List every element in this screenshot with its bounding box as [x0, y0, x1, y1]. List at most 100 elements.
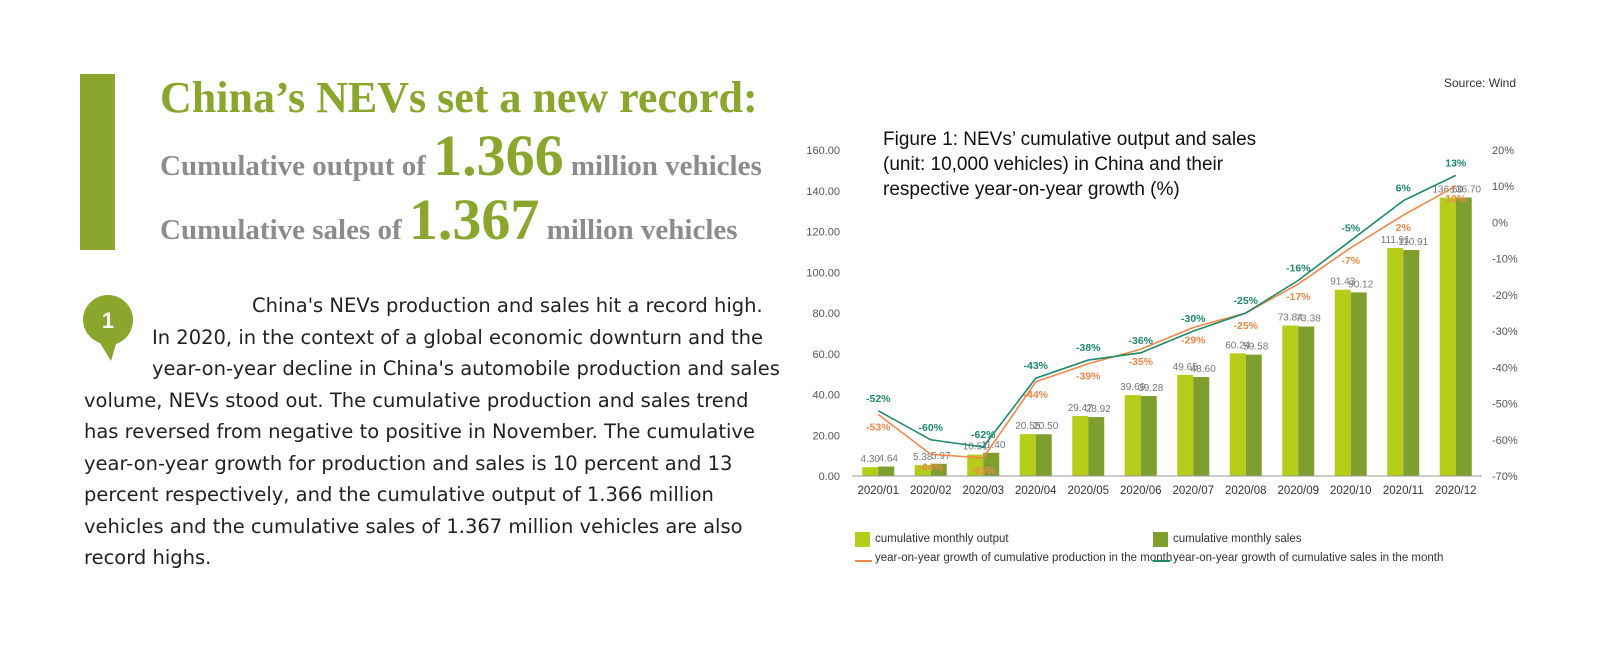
y2-axis-tick-label: -10% [1492, 254, 1518, 266]
sales-growth-label: -52% [866, 393, 891, 405]
y-axis-tick-label: 80.00 [812, 308, 840, 320]
output-bar-label: 20.55 [1015, 421, 1040, 432]
y2-axis-tick-label: -60% [1492, 435, 1518, 447]
output-bar-label: 91.43 [1330, 277, 1355, 288]
sales-bar-label: 11.40 [981, 440, 1006, 451]
production-growth-label: -64% [918, 461, 943, 473]
title-accent-bar [80, 74, 115, 250]
output-bar [1229, 353, 1246, 476]
production-growth-label: -39% [1076, 371, 1101, 383]
sales-growth-label: -5% [1341, 223, 1360, 235]
output-bar-label: 4.30 [861, 454, 881, 465]
legend-swatch-output [855, 532, 870, 547]
sales-growth-label: -60% [918, 422, 943, 434]
y-axis-tick-label: 0.00 [819, 471, 840, 483]
x-axis-tick-label: 2020/07 [1172, 485, 1214, 497]
sales-growth-line [877, 174, 1457, 448]
x-axis-tick-label: 2020/03 [962, 485, 1004, 497]
x-axis-tick-label: 2020/02 [910, 485, 952, 497]
y2-axis-tick-label: -20% [1492, 290, 1518, 302]
output-bar-label: 39.69 [1120, 382, 1145, 393]
output-bar [1124, 395, 1141, 476]
sales-bar-label: 4.64 [879, 454, 899, 465]
sales-growth-label: -38% [1076, 342, 1101, 354]
x-axis-tick-label: 2020/06 [1120, 485, 1162, 497]
body-paragraph: China's NEVs production and sales hit a … [84, 290, 784, 574]
section-number-badge: 1 [83, 295, 133, 361]
output-bar-label: 49.65 [1173, 362, 1198, 373]
sales-bar-label: 20.50 [1033, 421, 1058, 432]
sales-bar-label: 90.12 [1348, 279, 1373, 290]
body-text: China's NEVs production and sales hit a … [84, 294, 780, 569]
sales-bar [1350, 292, 1367, 476]
sales-growth-label: 13% [1445, 157, 1467, 169]
sales-prefix: Cumulative sales of [160, 214, 402, 246]
sales-bar [1298, 326, 1315, 476]
legend-label-sales: cumulative monthly sales [1173, 533, 1302, 545]
section-number: 1 [102, 308, 114, 333]
legend-label-output: cumulative monthly output [875, 533, 1009, 545]
output-bar [1177, 374, 1194, 476]
production-growth-label: 2% [1396, 222, 1412, 234]
output-bar [1019, 434, 1036, 476]
sales-bar [878, 466, 895, 476]
x-axis-tick-label: 2020/04 [1015, 485, 1057, 497]
y2-axis-tick-label: -70% [1492, 471, 1518, 483]
output-bar-label: 60.24 [1225, 340, 1250, 351]
output-value: 1.366 [433, 123, 564, 188]
legend-line-sales-growth [1153, 560, 1170, 562]
sales-suffix: million vehicles [546, 214, 738, 246]
sales-growth-label: -36% [1128, 335, 1153, 347]
sales-bar-label: 28.92 [1086, 404, 1111, 415]
sales-bar-label: 110.91 [1398, 237, 1428, 248]
y-axis-tick-label: 60.00 [812, 349, 840, 361]
output-bar [1439, 197, 1456, 476]
sales-bar-label: 136.70 [1450, 184, 1481, 195]
nev-output-sales-chart: 0.00 20.00 40.00 60.00 80.00 100.00 120.00 140.… [806, 145, 1518, 497]
production-growth-label: -17% [1286, 291, 1311, 303]
production-growth-label: -44% [1023, 389, 1048, 401]
sales-growth-label: -30% [1181, 313, 1206, 325]
y-axis-tick-label: 20.00 [812, 430, 840, 442]
output-bar [1072, 415, 1089, 476]
y2-axis-tick-label: 20% [1492, 145, 1514, 157]
output-bar [967, 454, 984, 476]
output-bar-label: 5.38 [913, 452, 933, 463]
production-growth-line [877, 185, 1457, 459]
sales-bar-label: 39.28 [1138, 383, 1163, 394]
sales-bar [983, 452, 1000, 476]
chart-title: Figure 1: NEVs’ cumulative output and sa… [883, 129, 1257, 200]
legend-label-production-growth: year-on-year growth of cumulative produc… [875, 552, 1173, 564]
y2-axis-tick-label: 0% [1492, 217, 1508, 229]
y-axis-tick-label: 120.00 [806, 227, 840, 239]
x-axis-tick-label: 2020/01 [857, 485, 899, 497]
y-axis-tick-label: 40.00 [812, 390, 840, 402]
output-bar-label: 10.51 [963, 442, 988, 453]
production-growth-label: 10% [1445, 193, 1467, 205]
y2-axis-tick-label: -30% [1492, 326, 1518, 338]
production-growth-label: -7% [1341, 255, 1360, 267]
x-axis-tick-label: 2020/05 [1067, 485, 1109, 497]
production-growth-label: -65% [971, 465, 996, 477]
x-axis-tick-label: 2020/11 [1383, 485, 1424, 497]
sales-bar [1193, 376, 1210, 476]
sales-subheadline: Cumulative sales of 1.367 million vehicl… [160, 186, 738, 253]
sales-growth-label: -43% [1023, 360, 1048, 372]
headline: China’s NEVs set a new record: [160, 73, 758, 122]
sales-growth-label: -16% [1286, 262, 1311, 274]
output-subheadline: Cumulative output of 1.366 million vehic… [160, 122, 762, 189]
legend-line-production-growth [855, 560, 872, 562]
legend-label-sales-growth: year-on-year growth of cumulative sales … [1173, 552, 1444, 564]
sales-bar [1245, 354, 1262, 476]
x-axis-tick-label: 2020/08 [1225, 485, 1267, 497]
x-axis-tick-label: 2020/12 [1435, 485, 1477, 497]
output-bar [1334, 289, 1351, 476]
sales-bar [930, 463, 947, 476]
output-prefix: Cumulative output of [160, 150, 426, 182]
sales-growth-label: 6% [1396, 183, 1412, 195]
legend-swatch-sales [1153, 532, 1168, 547]
y-axis-tick-label: 100.00 [806, 267, 840, 279]
x-axis-tick-label: 2020/10 [1330, 485, 1372, 497]
sales-bar-label: 73.38 [1296, 313, 1321, 324]
y-axis-tick-label: 140.00 [806, 186, 840, 198]
